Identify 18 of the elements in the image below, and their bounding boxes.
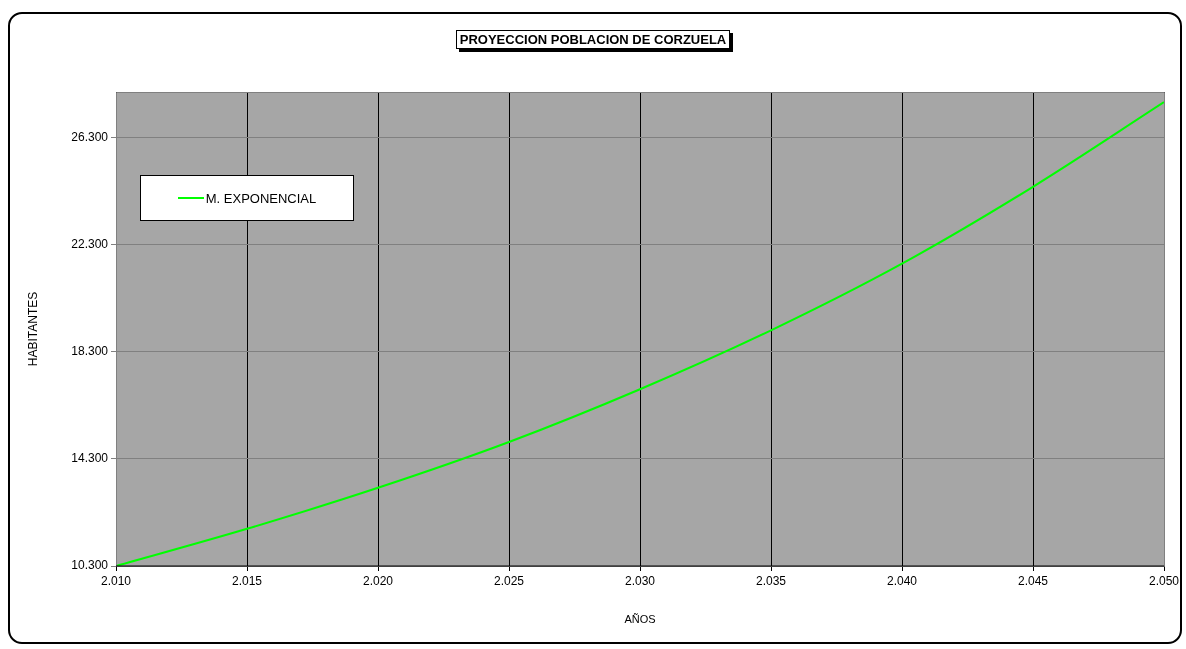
x-tick-label: 2.020 (362, 573, 394, 588)
x-tick-label: 2.050 (1148, 573, 1180, 588)
x-tick-label: 2.045 (1017, 573, 1049, 588)
x-tick-label: 2.030 (624, 573, 656, 588)
legend-label: M. EXPONENCIAL (205, 190, 317, 206)
x-tick-label: 2.025 (493, 573, 525, 588)
x-tick-label: 2.035 (755, 573, 787, 588)
x-tick-label: 2.010 (100, 573, 132, 588)
x-tick-label: 2.040 (886, 573, 918, 588)
y-tick-label: 10.300 (71, 558, 109, 573)
y-tick-label: 26.300 (71, 129, 109, 144)
x-tick-label: 2.015 (231, 573, 263, 588)
chart-title: PROYECCION POBLACION DE CORZUELA (455, 30, 731, 49)
y-tick-label: 22.300 (71, 236, 109, 251)
y-tick-label: 18.300 (71, 344, 109, 359)
x-axis-title: AÑOS (624, 613, 656, 626)
y-tick-label: 14.300 (71, 451, 109, 466)
y-axis-title: HABITANTES (25, 291, 40, 367)
